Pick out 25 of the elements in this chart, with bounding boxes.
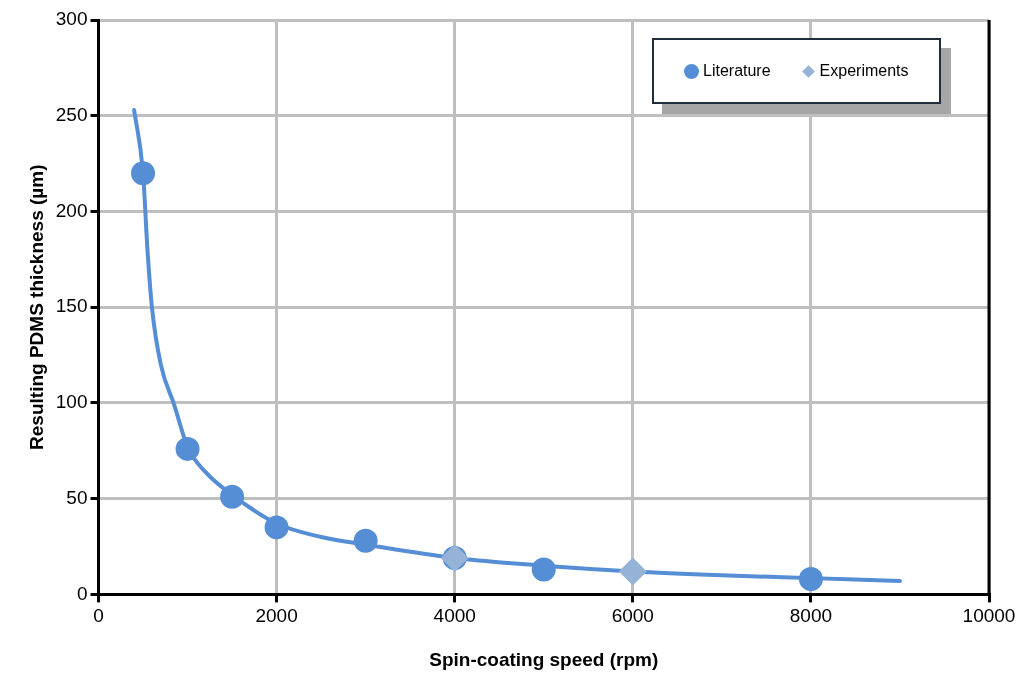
y-tick-label: 250 — [55, 103, 88, 125]
x-tick-label: 8000 — [789, 605, 833, 627]
x-tick-label: 10000 — [962, 605, 1016, 627]
point — [353, 528, 378, 553]
y-tick-label: 150 — [55, 295, 88, 317]
y-tick-label: 100 — [55, 391, 88, 413]
x-tick-label: 4000 — [433, 605, 476, 627]
point — [798, 567, 823, 592]
y-tick-label: 200 — [55, 199, 88, 221]
point — [531, 557, 556, 582]
x-axis-title: Spin-coating speed (rpm) — [429, 648, 659, 670]
point — [618, 557, 647, 586]
x-tick-label: 6000 — [611, 605, 654, 627]
x-tick-label: 2000 — [255, 605, 298, 627]
legend-label: Experiments — [819, 62, 909, 80]
y-tick-label: 50 — [66, 486, 88, 508]
y-tick-label: 300 — [55, 8, 88, 30]
point — [264, 515, 289, 540]
legend-label: Literature — [703, 62, 771, 80]
point — [131, 161, 156, 186]
x-tick-label: 0 — [93, 605, 104, 627]
point — [220, 484, 245, 509]
point — [175, 436, 200, 461]
y-tick-label: 0 — [76, 582, 88, 604]
y-axis-title: Resulting PDMS thickness (µm) — [25, 164, 47, 450]
